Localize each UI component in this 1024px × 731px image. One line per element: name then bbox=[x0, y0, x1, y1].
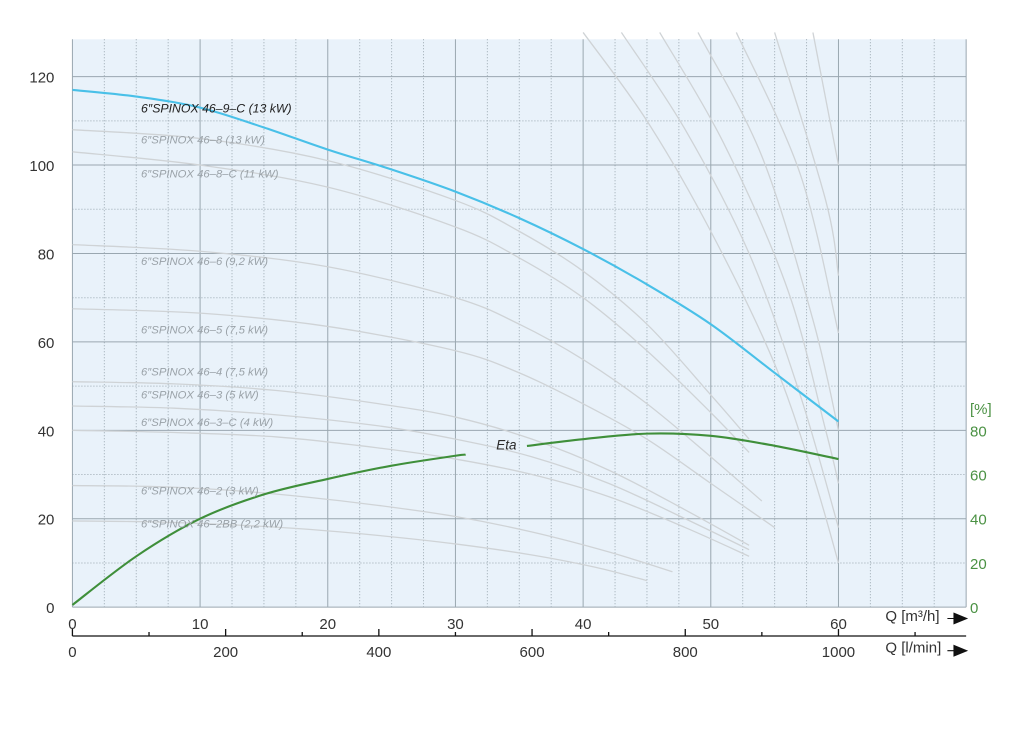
svg-text:6″SPINOX 46–5 (7,5 kW): 6″SPINOX 46–5 (7,5 kW) bbox=[141, 325, 268, 337]
svg-text:120: 120 bbox=[29, 70, 54, 87]
svg-text:800: 800 bbox=[673, 644, 698, 661]
svg-text:40: 40 bbox=[970, 512, 987, 529]
svg-text:6″SPINOX 46–3 (5 kW): 6″SPINOX 46–3 (5 kW) bbox=[141, 389, 259, 401]
svg-text:0: 0 bbox=[68, 644, 76, 661]
svg-text:[%]: [%] bbox=[970, 401, 992, 418]
svg-text:30: 30 bbox=[447, 616, 464, 633]
svg-text:Q [l/min]: Q [l/min] bbox=[885, 640, 941, 657]
svg-text:80: 80 bbox=[970, 423, 987, 440]
svg-text:20: 20 bbox=[319, 616, 336, 633]
svg-text:6″SPINOX 46–2 (3 kW): 6″SPINOX 46–2 (3 kW) bbox=[141, 486, 259, 498]
svg-text:6″SPINOX 46–9–C (13 kW): 6″SPINOX 46–9–C (13 kW) bbox=[141, 102, 292, 116]
svg-text:10: 10 bbox=[192, 616, 209, 633]
svg-text:80: 80 bbox=[38, 246, 55, 263]
svg-text:6″SPINOX 46–2BB (2,2 kW): 6″SPINOX 46–2BB (2,2 kW) bbox=[141, 518, 283, 530]
svg-text:200: 200 bbox=[213, 644, 238, 661]
svg-text:100: 100 bbox=[29, 158, 54, 175]
svg-text:Q [m³/h]: Q [m³/h] bbox=[885, 608, 939, 625]
svg-text:0: 0 bbox=[46, 600, 54, 617]
svg-text:1000: 1000 bbox=[822, 644, 855, 661]
svg-text:6″SPINOX 46–3–C (4 kW): 6″SPINOX 46–3–C (4 kW) bbox=[141, 417, 273, 429]
svg-text:6″SPINOX 46–8–C (11 kW): 6″SPINOX 46–8–C (11 kW) bbox=[141, 168, 279, 180]
svg-text:40: 40 bbox=[38, 423, 55, 440]
svg-text:40: 40 bbox=[575, 616, 592, 633]
svg-text:6″SPINOX 46–8 (13 kW): 6″SPINOX 46–8 (13 kW) bbox=[141, 134, 265, 146]
svg-text:20: 20 bbox=[970, 556, 987, 573]
svg-text:6″SPINOX 46–6 (9,2 kW): 6″SPINOX 46–6 (9,2 kW) bbox=[141, 256, 268, 268]
svg-text:600: 600 bbox=[520, 644, 545, 661]
svg-text:Eta: Eta bbox=[496, 438, 517, 453]
svg-text:0: 0 bbox=[970, 600, 978, 617]
svg-text:20: 20 bbox=[38, 512, 55, 529]
svg-text:60: 60 bbox=[970, 468, 987, 485]
svg-text:50: 50 bbox=[702, 616, 719, 633]
svg-text:60: 60 bbox=[38, 335, 55, 352]
svg-text:6″SPINOX 46–4 (7,5 kW): 6″SPINOX 46–4 (7,5 kW) bbox=[141, 367, 268, 379]
svg-text:400: 400 bbox=[366, 644, 391, 661]
